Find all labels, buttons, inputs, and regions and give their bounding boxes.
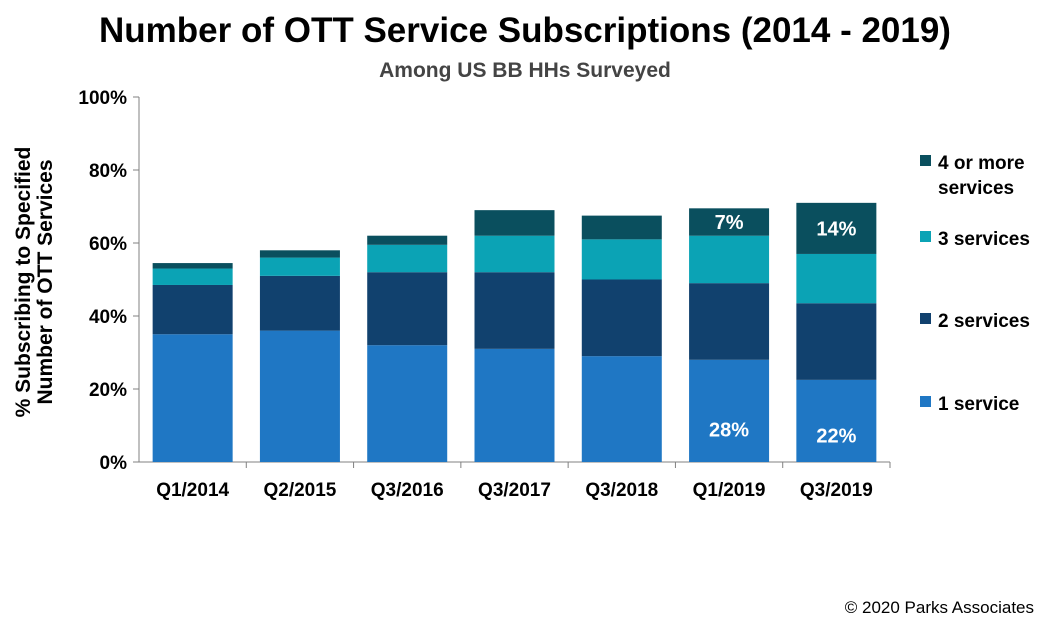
data-label: 22% [816, 426, 856, 448]
bar-segment [796, 303, 877, 380]
bar-segment [689, 235, 770, 284]
bar-segment [474, 235, 555, 273]
y-tick-label: 80% [89, 161, 127, 182]
x-tick-label: Q3/2017 [478, 480, 551, 501]
bar-segment [152, 263, 233, 269]
bar-segment [581, 356, 662, 462]
bar-segment [259, 250, 340, 258]
bar-segment [259, 257, 340, 276]
bar-segment [152, 334, 233, 462]
legend-label: 3 services [938, 229, 1030, 250]
legend-label: 1 service [938, 394, 1019, 415]
y-tick-label: 100% [78, 88, 127, 109]
y-axis-label-line-1: % Subscribing to Specified [12, 147, 35, 418]
bar-segment [367, 345, 448, 462]
legend-swatch [920, 313, 931, 324]
bar-segment [581, 279, 662, 357]
bar-segment [259, 275, 340, 331]
legend-label: services [938, 178, 1014, 199]
y-tick-label: 0% [100, 453, 128, 474]
bar-segment [689, 208, 770, 236]
legend: 4 or more services 3 services 2 services 1 s… [920, 153, 1030, 415]
bar-segment [796, 379, 877, 462]
y-tick-label: 60% [89, 234, 127, 255]
bar-segment [581, 239, 662, 280]
legend-label: 2 services [938, 311, 1030, 332]
bar-segment [474, 210, 555, 236]
plot-area: 0% 20% 40% 60% 80% 100% Q1/2014 Q2/2015 Q3/2016 Q… [78, 88, 891, 501]
bar-segment [259, 330, 340, 462]
x-tick-label: Q3/2018 [585, 480, 658, 501]
y-tick-label: 20% [89, 380, 127, 401]
data-label: 28% [709, 419, 749, 441]
bar-segment [367, 272, 448, 346]
bar-segment [474, 272, 555, 349]
bar-segment [152, 268, 233, 285]
bar-segment [689, 359, 770, 462]
chart-subtitle: Among US BB HHs Surveyed [379, 59, 671, 82]
bar-segment [367, 244, 448, 273]
x-tick-label: Q1/2014 [156, 480, 229, 501]
y-tick-label: 40% [89, 307, 127, 328]
x-tick-label: Q3/2016 [371, 480, 444, 501]
legend-swatch [920, 231, 931, 242]
bar-segment [689, 283, 770, 360]
x-tick-label: Q1/2019 [693, 480, 766, 501]
legend-swatch [920, 155, 931, 166]
data-label: 14% [816, 218, 856, 240]
bar-segment [152, 284, 233, 335]
legend-swatch [920, 396, 931, 407]
legend-label: 4 or more [938, 153, 1025, 174]
bar-segment [796, 253, 877, 304]
copyright-text: © 2020 Parks Associates [844, 598, 1034, 617]
x-tick-label: Q2/2015 [263, 480, 336, 501]
bar-segment [581, 215, 662, 240]
bar-segment [796, 202, 877, 254]
data-label: 7% [715, 212, 744, 234]
bar-segment [474, 348, 555, 462]
chart-title: Number of OTT Service Subscriptions (201… [99, 11, 951, 50]
bar-segment [367, 235, 448, 245]
x-tick-label: Q3/2019 [800, 480, 873, 501]
y-axis-label-line-2: Number of OTT Services [34, 159, 57, 404]
